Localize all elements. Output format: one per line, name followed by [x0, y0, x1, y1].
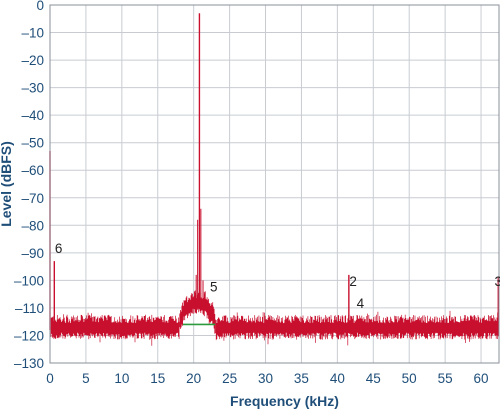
y-tick-label: –80 [21, 218, 44, 233]
y-tick-label: –30 [21, 81, 44, 96]
x-tick-label: 55 [438, 371, 453, 386]
x-axis-title: Frequency (kHz) [230, 393, 339, 409]
y-tick-label: –70 [21, 191, 44, 206]
x-tick-label: 5 [82, 371, 90, 386]
spur-annotation: 6 [55, 241, 63, 256]
y-tick-label: –50 [21, 136, 44, 151]
y-tick-label: –130 [14, 356, 44, 371]
y-tick-label: –100 [14, 273, 44, 288]
y-axis-title: Level (dBFS) [0, 141, 14, 227]
x-tick-label: 60 [474, 371, 489, 386]
spur-annotation: 3 [495, 274, 500, 289]
y-tick-label: 0 [36, 0, 44, 13]
y-tick-label: –10 [21, 26, 44, 41]
grid [49, 4, 499, 364]
x-tick-label: 0 [46, 371, 54, 386]
x-tick-label: 30 [258, 371, 273, 386]
noise-floor-trace [50, 310, 500, 346]
y-tick-label: –110 [15, 301, 44, 316]
x-tick-label: 25 [222, 371, 237, 386]
x-tick-label: 10 [114, 371, 129, 386]
y-tick-label: –120 [14, 328, 44, 343]
noise-floor [50, 310, 500, 346]
x-tick-label: 15 [150, 371, 165, 386]
tick-labels: 0 5 10 15 20 25 30 35 40 45 50 55 600–10–20–30–40–50… [14, 0, 489, 386]
annotations: 6 5 24 3 [55, 241, 500, 311]
spur-annotation: 5 [210, 279, 218, 294]
y-tick-label: –20 [21, 53, 44, 68]
x-tick-label: 40 [330, 371, 345, 386]
spurs [49, 13, 499, 330]
y-tick-label: –60 [21, 163, 44, 178]
spur-annotation: 2 [349, 274, 357, 289]
plot-border [49, 4, 500, 364]
x-tick-label: 45 [366, 371, 381, 386]
spur-annotation: 4 [357, 296, 365, 311]
x-tick-label: 20 [186, 371, 201, 386]
x-tick-label: 35 [294, 371, 309, 386]
x-tick-label: 50 [402, 371, 417, 386]
y-tick-label: –40 [21, 108, 44, 123]
plot-frame [49, 4, 500, 364]
y-tick-label: –90 [21, 246, 44, 261]
